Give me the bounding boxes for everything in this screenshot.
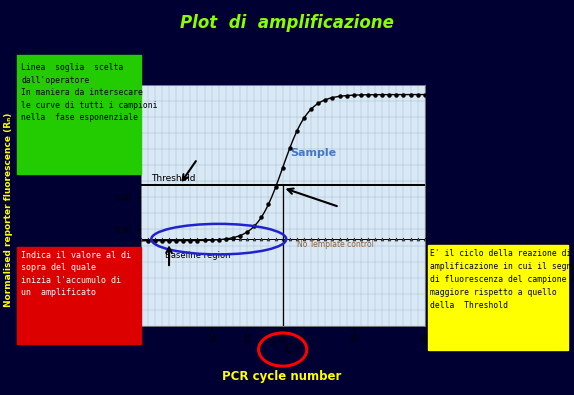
Text: Sample: Sample — [290, 148, 336, 158]
Text: No Template control: No Template control — [297, 240, 374, 249]
Text: $C_T$: $C_T$ — [284, 341, 302, 358]
Text: E' il ciclo della reazione di
amplificazione in cui il segnale
di fluorescenza d: E' il ciclo della reazione di amplificaz… — [430, 249, 574, 310]
Text: Threshold: Threshold — [152, 174, 196, 183]
Text: $^{20}$: $^{20}$ — [269, 340, 278, 349]
Text: Plot  di  amplificazione: Plot di amplificazione — [180, 14, 394, 32]
Text: Normalised reporter fluorescence (Rₙ): Normalised reporter fluorescence (Rₙ) — [4, 112, 13, 307]
Text: Baseline region: Baseline region — [165, 251, 231, 260]
Text: Linea  soglia  scelta
dall'operatore
In maniera da intersecare
le curve di tutti: Linea soglia scelta dall'operatore In ma… — [21, 63, 158, 122]
Text: PCR cycle number: PCR cycle number — [222, 370, 341, 383]
Text: Indica il valore al di
sopra del quale
inizia l'accumulo di
un  amplificato: Indica il valore al di sopra del quale i… — [21, 251, 131, 297]
